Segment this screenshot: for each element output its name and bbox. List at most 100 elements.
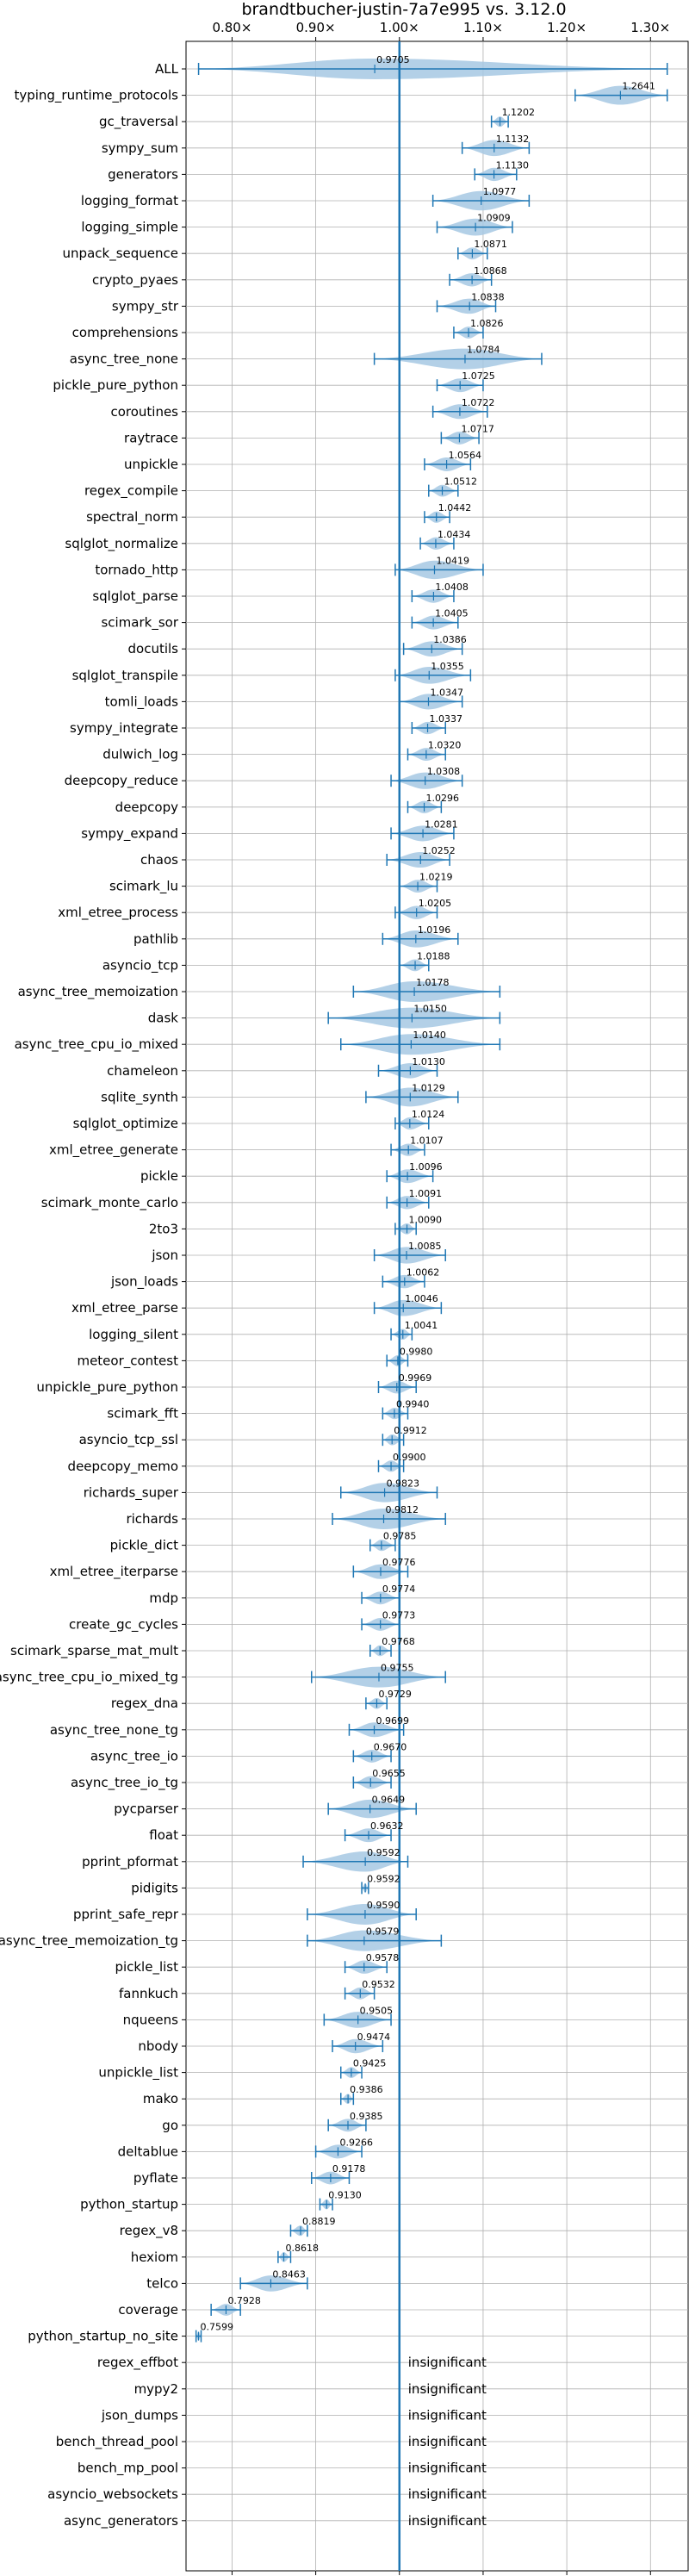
x-tick-label: 0.80× — [212, 20, 251, 35]
benchmark-label: python_startup — [80, 2197, 178, 2213]
benchmark-label: nqueens — [123, 2012, 178, 2027]
benchmark-label: unpickle_list — [98, 2065, 178, 2081]
value-label: 0.9474 — [357, 2032, 391, 2043]
value-label: 1.0188 — [417, 950, 450, 961]
value-label: 0.9130 — [328, 2190, 362, 2201]
benchmark-label: crypto_pyaes — [92, 272, 178, 289]
plot-area-frame — [185, 40, 689, 2572]
benchmark-label: nbody — [138, 2038, 178, 2054]
value-label: 0.9823 — [387, 1478, 420, 1489]
value-label: 1.0337 — [430, 713, 462, 725]
benchmark-label: generators — [108, 166, 178, 182]
benchmark-label: deltablue — [118, 2144, 178, 2159]
value-label: 1.0909 — [477, 213, 511, 224]
benchmark-label: coroutines — [110, 404, 178, 420]
benchmark-label: sympy_str — [112, 298, 179, 314]
value-label: 0.9592 — [367, 1873, 400, 1884]
value-label: 0.9776 — [382, 1557, 416, 1568]
value-label: 1.0130 — [412, 1056, 445, 1067]
benchmark-label: pidigits — [131, 1880, 178, 1895]
benchmark-label: richards — [126, 1511, 178, 1527]
value-label: 1.0096 — [409, 1161, 443, 1173]
benchmark-label: sympy_integrate — [70, 720, 178, 737]
value-label: 1.0085 — [408, 1241, 442, 1252]
benchmark-label: typing_runtime_protocols — [14, 88, 178, 104]
value-label: 1.0150 — [413, 1004, 446, 1015]
value-label: 1.0512 — [444, 476, 478, 488]
value-label: 1.1202 — [502, 107, 536, 118]
benchmark-label: mdp — [149, 1590, 178, 1606]
benchmark-label: hexiom — [131, 2249, 178, 2265]
benchmark-label: async_generators — [64, 2513, 178, 2529]
benchmark-label: sqlite_synth — [101, 1089, 178, 1105]
benchmark-label: async_tree_memoization — [18, 984, 178, 1000]
benchmark-label: scimark_lu — [109, 879, 178, 895]
benchmark-label: meteor_contest — [77, 1353, 178, 1369]
value-label: 0.9912 — [394, 1425, 427, 1436]
value-label: 1.0871 — [474, 239, 507, 250]
value-label: 0.9785 — [383, 1531, 417, 1542]
benchmark-label: xml_etree_process — [58, 905, 178, 921]
benchmark-label: tornado_http — [95, 562, 178, 578]
value-label: 0.9773 — [382, 1609, 416, 1621]
value-label: 1.0419 — [436, 555, 469, 566]
benchmark-label: go — [162, 2118, 178, 2133]
benchmark-label: async_tree_cpu_io_mixed — [15, 1036, 178, 1053]
benchmark-label: xml_etree_parse — [71, 1300, 178, 1316]
benchmark-label: asyncio_websockets — [47, 2486, 178, 2503]
benchmark-label: deepcopy_memo — [68, 1459, 178, 1475]
benchmark-label: pycparser — [114, 1801, 179, 1817]
value-label: 0.7599 — [200, 2322, 233, 2333]
x-tick-label: 1.00× — [380, 20, 419, 35]
benchmark-label: async_tree_none_tg — [50, 1722, 178, 1739]
value-label: 1.0386 — [433, 634, 467, 645]
value-label: 1.0408 — [435, 582, 469, 593]
value-label: 0.8819 — [302, 2216, 336, 2227]
value-label: 1.0347 — [430, 687, 463, 698]
value-label: 0.9774 — [382, 1584, 416, 1595]
chart-title: brandtbucher-justin-7a7e995 vs. 3.12.0 — [241, 0, 566, 19]
benchmark-label: float — [149, 1827, 178, 1843]
value-label: 1.0296 — [426, 793, 460, 804]
x-tick-label: 1.10× — [463, 20, 503, 35]
benchmark-label: scimark_fft — [107, 1406, 178, 1422]
benchmark-label: deepcopy_reduce — [65, 773, 178, 789]
value-label: 0.9755 — [381, 1663, 414, 1674]
benchmark-label: bench_mp_pool — [78, 2461, 178, 2477]
value-label: 0.8463 — [272, 2268, 306, 2280]
value-label: 1.0129 — [412, 1082, 445, 1093]
benchmark-label: pyflate — [133, 2170, 178, 2186]
value-label: 1.0434 — [438, 529, 470, 540]
value-label: 1.0090 — [409, 1214, 443, 1225]
benchmark-label: mypy2 — [134, 2381, 178, 2397]
benchmark-label: scimark_monte_carlo — [41, 1195, 178, 1211]
benchmark-label: xml_etree_iterparse — [50, 1564, 178, 1580]
benchmark-label: tomli_loads — [105, 694, 179, 710]
insignificant-label: insignificant — [408, 2355, 487, 2370]
value-label: 0.9425 — [353, 2058, 387, 2069]
benchmark-label: regex_dna — [111, 1696, 178, 1712]
value-label: 1.0205 — [419, 898, 452, 909]
value-label: 0.9900 — [393, 1452, 426, 1463]
benchmark-label: chaos — [140, 852, 178, 868]
benchmark-label: chameleon — [107, 1063, 178, 1079]
value-label: 0.9699 — [376, 1715, 410, 1727]
benchmark-label: raytrace — [124, 430, 178, 445]
benchmark-label: regex_compile — [84, 483, 178, 500]
value-label: 0.9940 — [396, 1399, 430, 1410]
value-label: 0.7928 — [227, 2295, 261, 2306]
value-label: 1.0091 — [409, 1188, 443, 1199]
value-label: 0.9670 — [374, 1741, 407, 1752]
x-tick-label: 1.30× — [630, 20, 670, 35]
value-label: 0.9385 — [350, 2111, 383, 2122]
value-label: 1.0784 — [467, 345, 500, 356]
value-label: 0.9266 — [339, 2137, 373, 2148]
value-label: 0.9386 — [350, 2084, 383, 2095]
value-label: 0.9578 — [366, 1952, 400, 1963]
value-label: 0.9980 — [400, 1346, 433, 1357]
benchmark-label: richards_super — [84, 1484, 179, 1501]
benchmark-label: json — [151, 1248, 178, 1263]
benchmark-label: deepcopy — [115, 800, 178, 815]
benchmark-label: dulwich_log — [102, 747, 178, 763]
